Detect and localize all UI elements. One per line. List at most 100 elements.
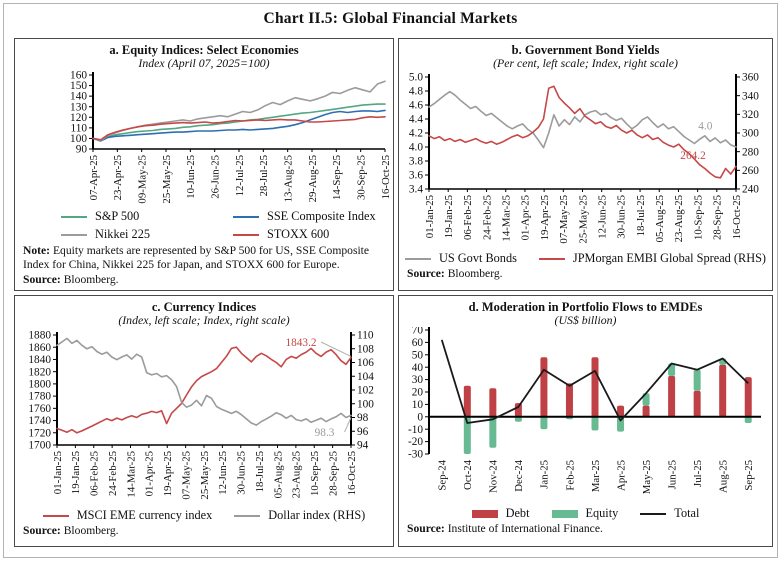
msci-line-swatch [42,515,69,518]
svg-text:06-Feb-25: 06-Feb-25 [89,451,101,496]
source-text: Institute of International Finance. [447,521,603,535]
svg-text:98: 98 [357,412,369,424]
note-label: Note: [23,244,53,258]
svg-text:1800: 1800 [28,379,51,391]
legend-label: S&P 500 [95,209,140,224]
legend-label: MSCI EME currency index [76,508,213,523]
svg-text:104: 104 [357,371,374,383]
svg-text:-10: -10 [408,424,423,436]
panel-b-subtitle: (Per cent, left scale; Index, right scal… [493,56,678,71]
legend-item-equity: Equity [551,507,618,521]
svg-text:110: 110 [70,123,87,135]
svg-text:120: 120 [70,112,87,124]
embi-line-swatch [538,258,565,261]
svg-text:340: 340 [742,91,759,103]
svg-text:Jul-25: Jul-25 [692,460,704,487]
svg-text:1840: 1840 [28,354,51,366]
panel-a-subtitle: Index (April 07, 2025=100) [138,56,270,71]
svg-text:16-Oct-25: 16-Oct-25 [731,195,743,239]
svg-text:23-Aug-25: 23-Aug-25 [673,195,685,242]
svg-text:24-Feb-25: 24-Feb-25 [107,451,119,496]
legend-item-sp500: S&P 500 [61,210,233,224]
panel-d-source: Source: Institute of International Finan… [399,522,772,536]
svg-text:264.2: 264.2 [680,150,706,162]
svg-text:18-Jul-25: 18-Jul-25 [254,451,266,492]
svg-text:24-Feb-25: 24-Feb-25 [481,195,493,240]
svg-text:1720: 1720 [28,428,51,440]
panel-bond-yields: b. Government Bond Yields (Per cent, lef… [398,38,773,291]
svg-text:Mar-25: Mar-25 [590,460,602,492]
source-label: Source: [23,272,64,286]
svg-text:4.4: 4.4 [409,114,423,126]
svg-text:260: 260 [742,165,759,177]
svg-text:Jun-25: Jun-25 [666,460,678,489]
x-axis-labels: 07-Apr-25 23-Apr-25 09-May-25 25-May-25 10-J… [88,149,392,204]
svg-text:96: 96 [357,426,369,438]
svg-text:1740: 1740 [28,415,51,427]
legend-item-usgovt: US Govt Bonds [405,252,517,266]
legend-item-stoxx: STOXX 600 [233,227,393,242]
svg-text:90: 90 [76,144,88,156]
svg-text:130: 130 [70,102,87,114]
svg-text:01-Apr-25: 01-Apr-25 [520,195,532,240]
equity-legend: S&P 500 SSE Composite Index Nikkei 225 S… [15,210,393,241]
svg-text:07-May-25: 07-May-25 [558,195,570,244]
source-text: Bloomberg. [447,266,503,280]
panel-d-subtitle: (US$ billion) [554,313,617,328]
panel-b-source: Source: Bloomberg. [399,267,772,281]
legend-item-nikkei: Nikkei 225 [61,226,233,242]
legend-label: Nikkei 225 [95,226,150,241]
svg-text:0: 0 [417,412,423,424]
svg-text:25-May-25: 25-May-25 [161,155,173,204]
svg-text:4.8: 4.8 [409,86,423,98]
svg-text:140: 140 [70,91,87,103]
source-label: Source: [407,521,448,535]
total-line [440,339,749,425]
panel-portfolio-flows: d. Moderation in Portfolio Flows to EMDE… [398,295,773,547]
svg-text:Aug-25: Aug-25 [717,460,729,493]
svg-text:19-Apr-25: 19-Apr-25 [539,195,551,240]
svg-text:-30: -30 [408,449,423,461]
bond-yields-chart: 5.0 4.8 4.6 4.4 4.2 4.0 3.8 3.6 3.4 360 340 320 300 2… [409,72,759,244]
svg-text:Jan-25: Jan-25 [539,460,551,489]
svg-text:29-Aug-25: 29-Aug-25 [307,155,319,202]
svg-text:3.4: 3.4 [409,184,423,196]
svg-text:4.6: 4.6 [409,100,423,112]
svg-text:10-Jun-25: 10-Jun-25 [185,155,197,199]
svg-text:106: 106 [357,357,374,369]
svg-text:108: 108 [357,344,374,356]
svg-text:Dec-24: Dec-24 [513,460,525,492]
svg-text:10-Sep-25: 10-Sep-25 [309,451,321,496]
panel-c-title: c. Currency Indices [151,300,257,314]
svg-text:360: 360 [742,72,759,84]
note-text: Equity markets are represented by S&P 50… [23,244,370,271]
x-axis-labels: 01-Jan-25 19-Jan-25 06-Feb-25 24-Feb-25 14-M… [424,189,743,244]
debt-bar-swatch [471,510,498,519]
legend-label: US Govt Bonds [439,251,517,266]
axes: 5.0 4.8 4.6 4.4 4.2 4.0 3.8 3.6 3.4 360 340 320 300 2… [409,72,759,196]
svg-text:Sep-24: Sep-24 [437,460,449,491]
svg-text:23-Aug-25: 23-Aug-25 [291,451,303,498]
series-lines [92,80,386,143]
svg-text:3.8: 3.8 [409,156,423,168]
currency-legend: MSCI EME currency index Dollar index (RH… [15,509,393,523]
svg-text:19-Apr-25: 19-Apr-25 [162,451,174,496]
svg-text:60: 60 [412,337,424,349]
svg-text:1843.2: 1843.2 [285,337,316,349]
svg-text:280: 280 [742,147,759,159]
svg-text:18-Jul-25: 18-Jul-25 [635,195,647,236]
legend-label: Dollar index (RHS) [268,508,366,523]
source-text: Bloomberg. [63,272,119,286]
legend-label: JPMorgan EMBI Global Spread (RHS) [572,251,767,266]
svg-text:Oct-24: Oct-24 [462,460,474,491]
legend-item-embi: JPMorgan EMBI Global Spread (RHS) [538,251,767,266]
dollar-line-swatch [234,515,261,518]
svg-text:28-Sep-25: 28-Sep-25 [712,195,724,240]
usgovt-line-swatch [405,258,431,261]
svg-text:100: 100 [70,133,87,145]
svg-text:01-Jan-25: 01-Jan-25 [424,195,436,238]
series-lines [428,85,737,179]
